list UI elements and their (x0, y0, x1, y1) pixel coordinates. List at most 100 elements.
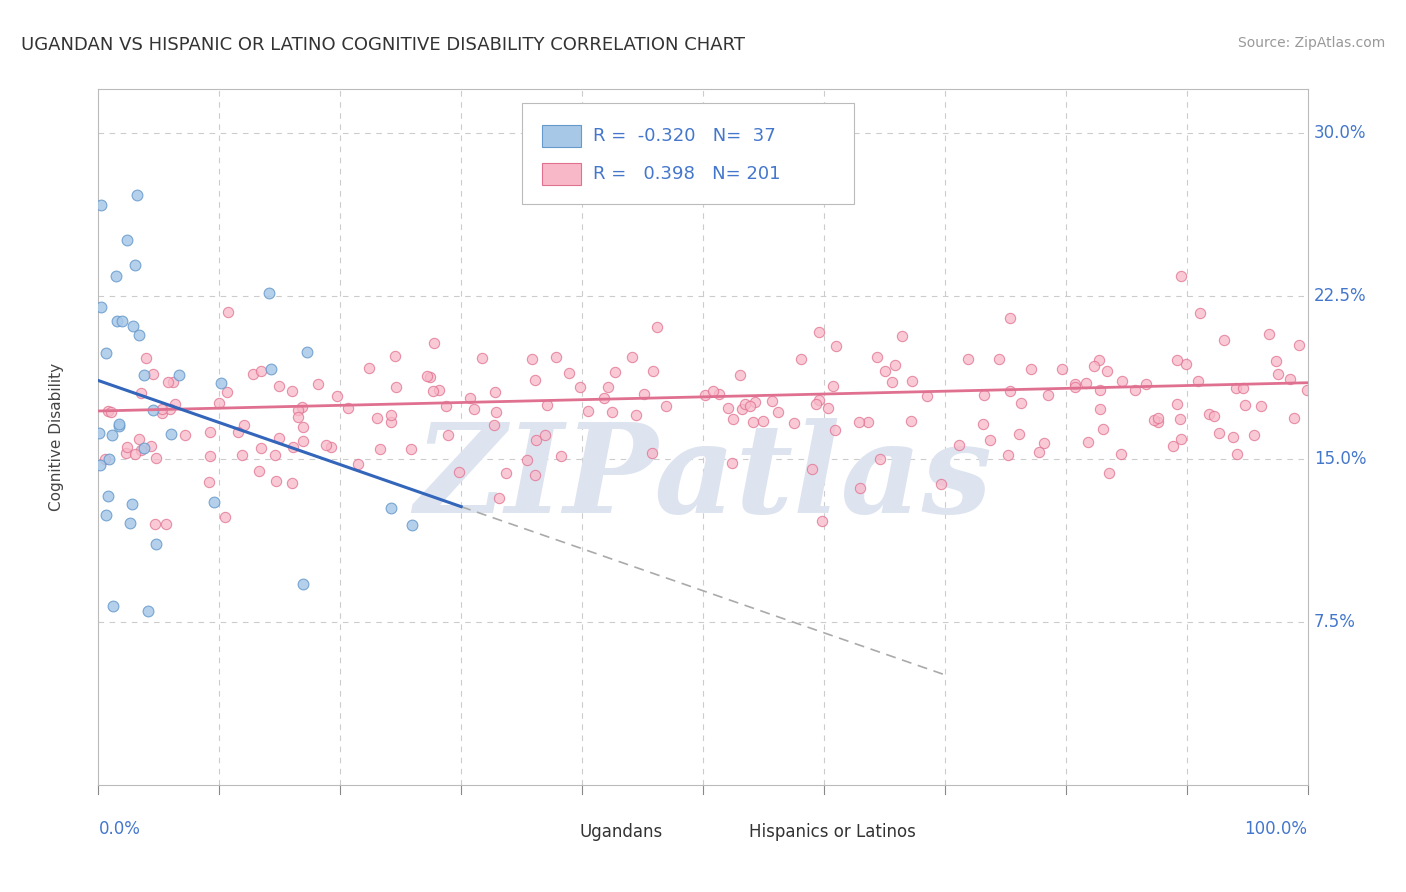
Point (900, 374, 922, 388)
Point (596, 380, 619, 394)
Point (558, 367, 581, 381)
Point (242, 367, 264, 381)
Point (1198, 407, 1220, 421)
Point (368, 442, 391, 456)
Point (101, 599, 124, 613)
Point (128, 432, 150, 446)
Point (326, 389, 349, 403)
Point (121, 319, 143, 334)
Point (105, 314, 128, 328)
Point (1267, 368, 1289, 382)
Point (250, 441, 273, 455)
Text: UGANDAN VS HISPANIC OR LATINO COGNITIVE DISABILITY CORRELATION CHART: UGANDAN VS HISPANIC OR LATINO COGNITIVE … (21, 36, 745, 54)
Text: 7.5%: 7.5% (1313, 613, 1355, 631)
Point (447, 465, 470, 479)
Point (744, 394, 766, 409)
Point (1050, 362, 1073, 376)
Point (124, 259, 146, 273)
Point (321, 440, 343, 454)
Point (626, 408, 648, 422)
Point (228, 425, 250, 440)
Point (1142, 413, 1164, 427)
Point (380, 408, 402, 422)
Point (1123, 383, 1146, 397)
Point (1098, 466, 1121, 480)
Point (287, 409, 309, 424)
Point (752, 414, 775, 428)
Point (569, 379, 592, 393)
Text: Cognitive Disability: Cognitive Disability (49, 363, 63, 511)
Point (866, 350, 889, 364)
Point (1208, 425, 1230, 440)
Point (264, 474, 287, 488)
Point (641, 363, 664, 377)
Point (761, 394, 783, 409)
Text: 15.0%: 15.0% (1313, 450, 1367, 467)
Point (292, 577, 315, 591)
Point (399, 442, 422, 456)
Point (104, 269, 127, 284)
Point (740, 399, 762, 413)
Point (695, 387, 717, 401)
Point (89, 425, 111, 440)
Point (136, 604, 159, 618)
Point (165, 397, 187, 411)
Point (807, 393, 830, 408)
Point (742, 415, 765, 429)
Point (250, 364, 273, 378)
Point (882, 375, 904, 389)
Point (1147, 415, 1170, 429)
Point (297, 345, 319, 359)
Point (484, 384, 506, 399)
Point (1225, 380, 1247, 394)
Point (1019, 361, 1042, 376)
Point (524, 373, 547, 387)
Text: ZIPatlas: ZIPatlas (413, 418, 993, 540)
Point (523, 467, 546, 482)
Point (998, 311, 1021, 326)
Point (260, 362, 283, 376)
Text: R =  -0.320   N=  37: R = -0.320 N= 37 (593, 127, 776, 145)
Point (848, 416, 870, 430)
Point (520, 352, 543, 367)
Point (1097, 364, 1119, 378)
Point (524, 434, 547, 448)
Point (115, 233, 138, 247)
Point (217, 304, 239, 318)
Point (281, 475, 304, 490)
Point (108, 418, 131, 433)
Point (90, 300, 112, 314)
Point (247, 464, 270, 478)
FancyBboxPatch shape (546, 824, 569, 843)
Point (231, 448, 253, 462)
Point (315, 438, 337, 452)
Point (159, 401, 181, 416)
Point (1033, 436, 1056, 450)
Point (495, 467, 517, 481)
Point (929, 477, 952, 491)
Point (1111, 374, 1133, 388)
Point (789, 351, 811, 366)
Point (1295, 384, 1317, 398)
Point (150, 406, 173, 420)
Point (434, 400, 457, 414)
Point (202, 495, 225, 509)
Point (1166, 353, 1188, 368)
Point (728, 368, 751, 382)
Point (214, 510, 236, 524)
Point (915, 389, 938, 403)
Point (801, 462, 824, 476)
Point (283, 440, 305, 454)
Point (128, 328, 150, 343)
Point (132, 441, 155, 455)
Point (1202, 409, 1225, 423)
Point (292, 419, 315, 434)
FancyBboxPatch shape (522, 103, 855, 204)
Point (100, 405, 122, 419)
Point (259, 285, 281, 300)
Point (97, 489, 120, 503)
Text: Hispanics or Latinos: Hispanics or Latinos (749, 822, 915, 840)
Point (89, 458, 111, 472)
Point (198, 449, 221, 463)
Point (291, 434, 314, 448)
